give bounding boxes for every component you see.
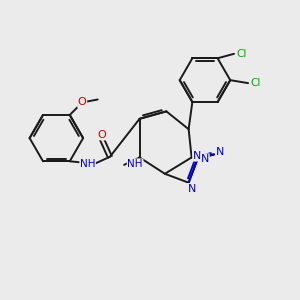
Text: Cl: Cl — [250, 78, 261, 88]
Text: N: N — [201, 154, 209, 164]
Text: N: N — [188, 184, 196, 194]
Text: N: N — [216, 147, 224, 157]
Text: NH: NH — [80, 159, 95, 169]
Text: O: O — [97, 130, 106, 140]
Text: NH: NH — [128, 159, 143, 169]
Text: Cl: Cl — [236, 49, 247, 59]
Text: O: O — [78, 98, 87, 107]
Text: N: N — [193, 151, 201, 161]
